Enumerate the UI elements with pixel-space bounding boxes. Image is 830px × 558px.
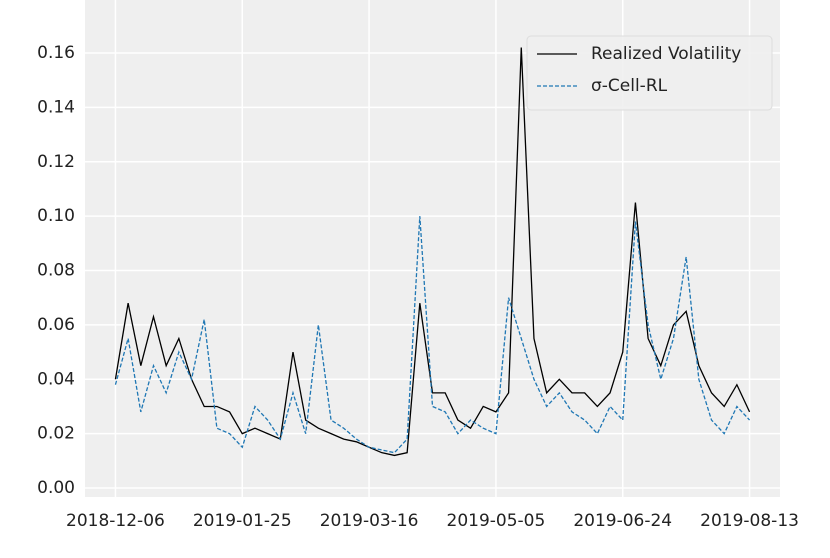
y-tick-label: 0.12: [37, 152, 75, 172]
y-tick-label: 0.08: [37, 261, 75, 281]
x-tick-label: 2019-01-25: [193, 511, 292, 531]
y-tick-label: 0.10: [37, 206, 75, 226]
x-tick-label: 2019-06-24: [573, 511, 672, 531]
y-tick-label: 0.04: [37, 369, 75, 389]
x-tick-label: 2019-05-05: [447, 511, 546, 531]
legend-label: Realized Volatility: [591, 44, 741, 64]
y-tick-label: 0.06: [37, 315, 75, 335]
legend-box: [526, 35, 773, 111]
y-tick-label: 0.02: [37, 424, 75, 444]
legend-label: σ-Cell-RL: [591, 76, 668, 96]
x-tick-label: 2019-08-13: [700, 511, 799, 531]
x-tick-label: 2019-03-16: [320, 511, 419, 531]
y-tick-label: 0.14: [37, 97, 75, 117]
x-tick-label: 2018-12-06: [66, 511, 165, 531]
y-tick-label: 0.16: [37, 43, 75, 63]
y-tick-label: 0.00: [37, 478, 75, 498]
